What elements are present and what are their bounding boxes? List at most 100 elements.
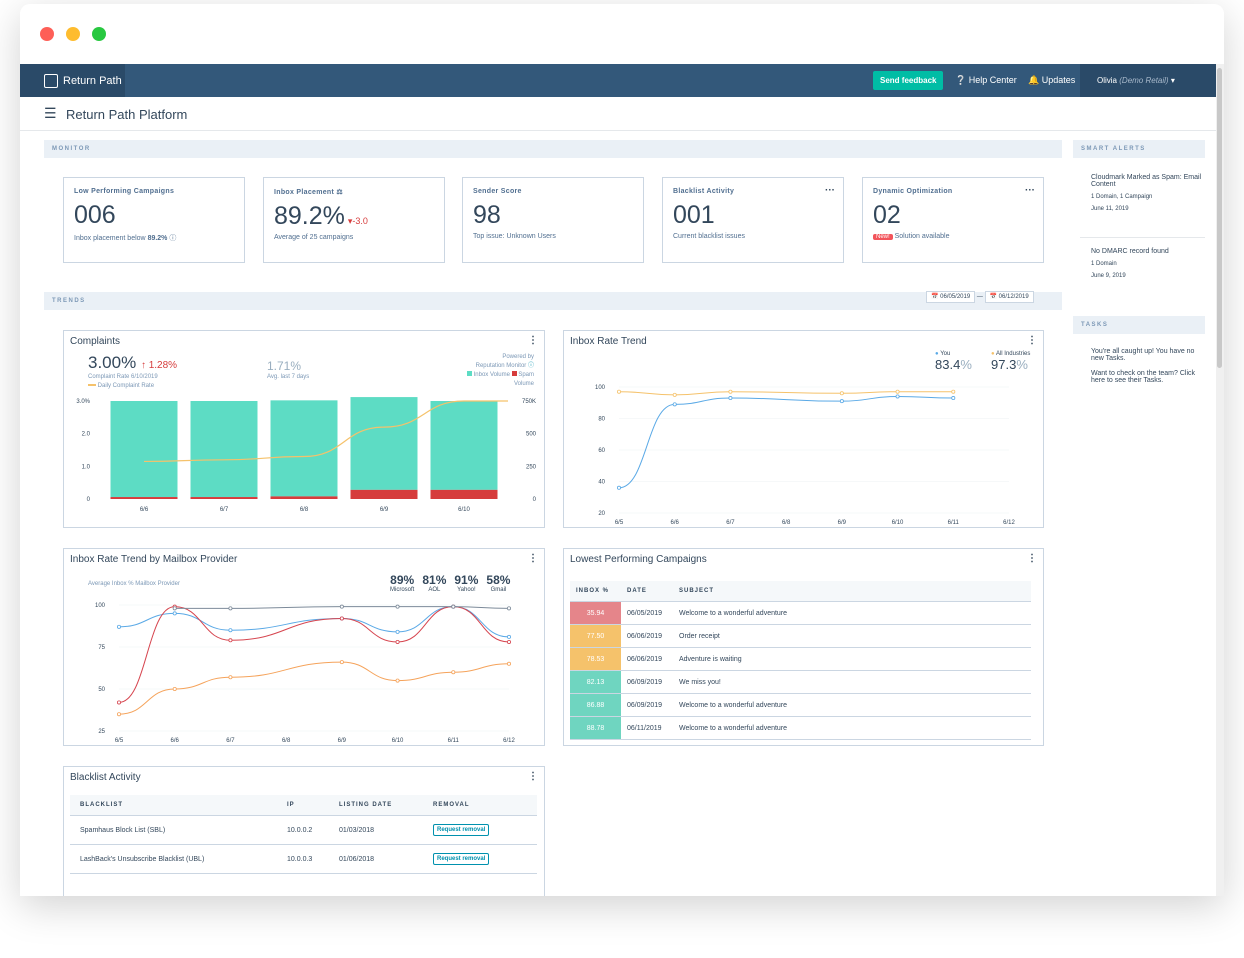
divider bbox=[1080, 237, 1205, 238]
logo[interactable]: Return Path bbox=[20, 64, 125, 97]
table-row[interactable]: 86.88 06/09/2019 Welcome to a wonderful ad… bbox=[570, 693, 1031, 717]
end-date-picker[interactable]: 📅 06/12/2019 bbox=[984, 291, 1034, 303]
more-options-icon[interactable]: ⋮ bbox=[528, 335, 538, 346]
more-options-icon[interactable]: ··· bbox=[1025, 185, 1035, 196]
user-menu[interactable]: Olivia (Demo Retail) ▾ bbox=[1080, 64, 1216, 97]
column-header[interactable]: DATE bbox=[621, 581, 673, 602]
scrollbar[interactable] bbox=[1216, 64, 1224, 896]
date-range: 📅 06/05/2019 — 📅 06/12/2019 bbox=[926, 291, 1034, 303]
column-header[interactable]: INBOX % bbox=[570, 581, 621, 602]
data-point bbox=[117, 624, 122, 629]
x-tick-label: 6/7 bbox=[726, 520, 735, 525]
mailbox-provider-chart: 100 75 50 25 6/5 6/6 6/7 6/8 6/9 6/10 6/11 6/12 bbox=[95, 603, 516, 743]
kpi-label: Blacklist Activity bbox=[673, 188, 735, 195]
inbox-pct-cell: 78.53 bbox=[570, 647, 621, 671]
kpi-blacklist-activity[interactable]: Blacklist Activity ··· 001 Current black… bbox=[662, 177, 844, 263]
y-tick-label: 100 bbox=[95, 603, 106, 609]
info-icon: ⓘ bbox=[169, 235, 177, 242]
x-tick-label: 6/9 bbox=[380, 507, 389, 513]
kpi-value: 89.2% ▾-3.0 bbox=[274, 202, 368, 230]
bar-inbox-volume bbox=[270, 400, 338, 497]
more-options-icon[interactable]: ⋮ bbox=[1027, 553, 1037, 564]
request-removal-button[interactable]: Request removal bbox=[433, 824, 490, 836]
data-point bbox=[895, 394, 900, 399]
x-tick-label: 6/6 bbox=[171, 738, 180, 743]
you-stat: ● You 83.4% bbox=[935, 351, 972, 372]
lowest-campaigns-table: INBOX % DATE SUBJECT 35.94 06/05/2019 Welc… bbox=[570, 581, 1031, 740]
updates-link[interactable]: 🔔 Updates bbox=[1028, 75, 1076, 85]
mailbox-provider-card: Inbox Rate Trend by Mailbox Provider ⋮ A… bbox=[63, 548, 545, 746]
lowest-campaigns-card: Lowest Performing Campaigns ⋮ INBOX % DA… bbox=[563, 548, 1044, 746]
alert-title: No DMARC record found bbox=[1091, 248, 1169, 255]
bar-spam bbox=[270, 496, 338, 499]
x-tick-label: 6/6 bbox=[671, 520, 680, 525]
kpi-sub: Top issue: Unknown Users bbox=[473, 233, 556, 240]
scrollbar-thumb[interactable] bbox=[1217, 68, 1222, 368]
kpi-low-performing[interactable]: Low Performing Campaigns 006 Inbox place… bbox=[63, 177, 245, 263]
column-header[interactable]: BLACKLIST bbox=[70, 795, 281, 816]
card-title: Complaints bbox=[70, 336, 121, 347]
column-header[interactable]: REMOVAL bbox=[427, 795, 537, 816]
more-options-icon[interactable]: ⋮ bbox=[1027, 335, 1037, 346]
alert-date: June 11, 2019 bbox=[1091, 206, 1129, 212]
table-row[interactable]: 78.53 06/06/2019 Adventure is waiting bbox=[570, 647, 1031, 671]
top-navigation: Return Path Send feedback ❔ Help Center … bbox=[20, 64, 1216, 97]
maximize-window-button[interactable] bbox=[92, 27, 106, 41]
table-row: LashBack's Unsubscribe Blacklist (UBL) 10… bbox=[70, 844, 537, 874]
y2-tick-label: 250 bbox=[526, 464, 537, 470]
more-options-icon[interactable]: ··· bbox=[825, 185, 835, 196]
smart-alert-item[interactable]: Cloudmark Marked as Spam: Email Content … bbox=[1091, 174, 1211, 212]
kpi-sub: Current blacklist issues bbox=[673, 233, 745, 240]
smart-alert-item[interactable]: No DMARC record found 1 Domain June 9, 2… bbox=[1091, 248, 1211, 279]
series-line bbox=[118, 661, 510, 715]
subject-cell: Welcome to a wonderful adventure bbox=[673, 716, 1031, 740]
data-point bbox=[506, 639, 511, 644]
kpi-value: 98 bbox=[473, 201, 501, 229]
kpi-inbox-placement[interactable]: Inbox Placement ⚖ 89.2% ▾-3.0 Average of … bbox=[263, 177, 445, 263]
kpi-dynamic-optimization[interactable]: Dynamic Optimization ··· 02 New! Solutio… bbox=[862, 177, 1044, 263]
data-point bbox=[672, 392, 677, 397]
x-tick-label: 6/11 bbox=[948, 520, 960, 525]
column-header[interactable]: SUBJECT bbox=[673, 581, 1031, 602]
series-line bbox=[618, 395, 954, 489]
kpi-sender-score[interactable]: Sender Score 98 Top issue: Unknown Users bbox=[462, 177, 644, 263]
y-tick-label: 0 bbox=[87, 497, 91, 503]
provider-stat: 81% AOL bbox=[422, 573, 447, 593]
data-point bbox=[228, 675, 233, 680]
table-row[interactable]: 82.13 06/09/2019 We miss you! bbox=[570, 670, 1031, 694]
close-window-button[interactable] bbox=[40, 27, 54, 41]
request-removal-button[interactable]: Request removal bbox=[433, 853, 490, 865]
table-row[interactable]: 35.94 06/05/2019 Welcome to a wonderful ad… bbox=[570, 601, 1031, 625]
inbox-pct-cell: 77.50 bbox=[570, 624, 621, 648]
column-header[interactable]: IP bbox=[281, 795, 333, 816]
table-row[interactable]: 77.50 06/06/2019 Order receipt bbox=[570, 624, 1031, 648]
table-row[interactable]: 88.78 06/11/2019 Welcome to a wonderful ad… bbox=[570, 716, 1031, 740]
column-header[interactable]: LISTING DATE bbox=[333, 795, 427, 816]
complaints-card: Complaints ⋮ 3.00% ↑ 1.28% Complaint Rat… bbox=[63, 330, 545, 528]
menu-icon[interactable]: ☰ bbox=[44, 105, 57, 121]
y-tick-label: 75 bbox=[98, 645, 105, 651]
minimize-window-button[interactable] bbox=[66, 27, 80, 41]
more-options-icon[interactable]: ⋮ bbox=[528, 771, 538, 782]
more-options-icon[interactable]: ⋮ bbox=[528, 553, 538, 564]
kpi-value: 006 bbox=[74, 201, 116, 229]
x-tick-label: 6/10 bbox=[392, 738, 404, 743]
kpi-value: 02 bbox=[873, 201, 901, 229]
tasks-caught-up: You're all caught up! You have no new Ta… bbox=[1091, 348, 1195, 362]
blacklist-table: BLACKLIST IP LISTING DATE REMOVAL Spamha… bbox=[70, 795, 537, 874]
tasks-check-link[interactable]: Want to check on the team? Click here to… bbox=[1091, 370, 1196, 384]
date-cell: 06/09/2019 bbox=[621, 693, 673, 717]
start-date-picker[interactable]: 📅 06/05/2019 bbox=[926, 291, 976, 303]
provider-stat: 91% Yahoo! bbox=[454, 573, 479, 593]
data-point bbox=[672, 402, 677, 407]
y2-tick-label: 0 bbox=[533, 497, 537, 503]
alert-meta: 1 Domain bbox=[1091, 261, 1117, 267]
complaints-chart: 3.0% 2.0 1.0 0 750K 500 250 0 6/6 6/7 6/8 6/9 6/10 bbox=[76, 397, 537, 513]
data-point bbox=[228, 638, 233, 643]
kpi-label: Inbox Placement ⚖ bbox=[274, 189, 343, 196]
help-center-link[interactable]: ❔ Help Center bbox=[955, 75, 1017, 85]
send-feedback-button[interactable]: Send feedback bbox=[873, 71, 944, 90]
date-cell: 06/06/2019 bbox=[621, 647, 673, 671]
data-point bbox=[895, 389, 900, 394]
daily-complaint-legend: Daily Complaint Rate bbox=[88, 383, 154, 389]
